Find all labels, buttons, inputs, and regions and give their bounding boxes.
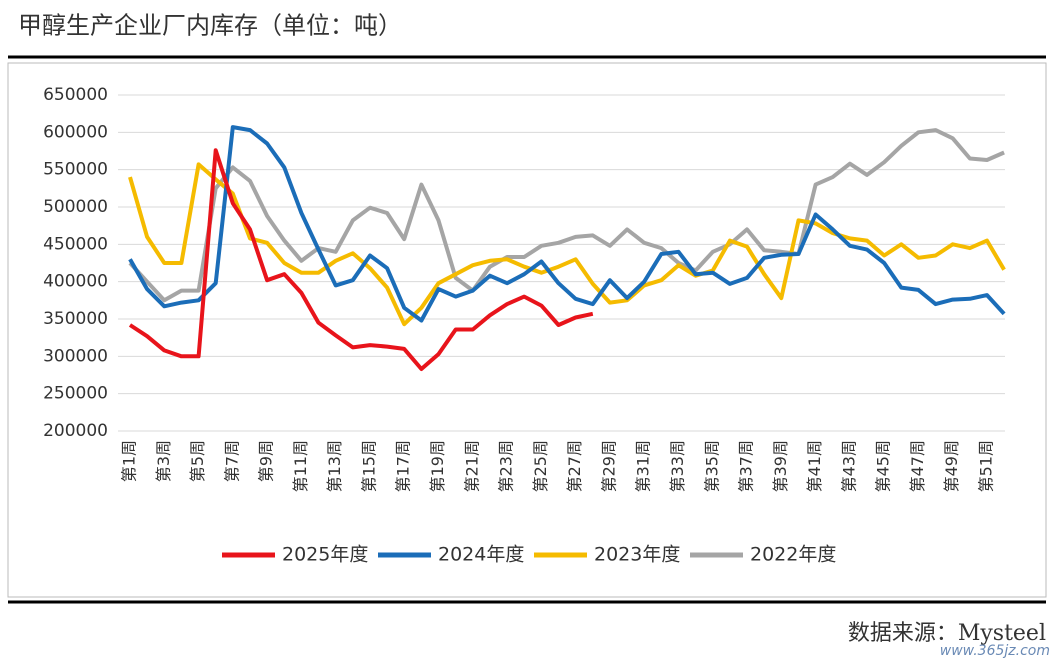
chart-title: 甲醇生产企业厂内库存（单位：吨） (18, 12, 402, 40)
x-tick-label: 第5周 (188, 440, 207, 482)
x-tick-label: 第33周 (668, 440, 687, 492)
legend-label: 2025年度 (282, 544, 368, 566)
y-tick-label: 200000 (43, 421, 108, 441)
x-tick-label: 第47周 (908, 440, 927, 492)
y-tick-label: 250000 (43, 384, 108, 404)
legend-label: 2024年度 (438, 544, 524, 566)
y-tick-label: 500000 (43, 197, 108, 217)
x-tick-label: 第23周 (497, 440, 516, 492)
watermark: www.365jz.com (940, 643, 1050, 659)
x-tick-label: 第17周 (394, 440, 413, 492)
y-tick-label: 600000 (43, 122, 108, 142)
legend-label: 2022年度 (750, 544, 836, 566)
x-tick-label: 第37周 (737, 440, 756, 492)
x-tick-label: 第9周 (257, 440, 276, 482)
x-tick-label: 第51周 (977, 440, 996, 492)
series-line (128, 125, 1006, 323)
legend-label: 2023年度 (594, 544, 680, 566)
chart-frame (7, 62, 1047, 598)
x-tick-label: 第25周 (531, 440, 550, 492)
series-line (128, 128, 1005, 303)
y-tick-label: 550000 (43, 160, 108, 180)
series-line (128, 148, 594, 371)
x-tick-label: 第41周 (805, 440, 824, 492)
x-tick-label: 第13周 (325, 440, 344, 492)
x-tick-label: 第21周 (462, 440, 481, 492)
y-tick-label: 650000 (43, 85, 108, 105)
y-tick-label: 450000 (43, 234, 108, 254)
x-tick-label: 第7周 (222, 440, 241, 482)
y-tick-label: 300000 (43, 346, 108, 366)
source: 数据来源：Mysteel (848, 621, 1046, 646)
series-line (128, 162, 1006, 327)
x-tick-label: 第45周 (874, 440, 893, 492)
x-tick-label: 第29周 (599, 440, 618, 492)
x-tick-label: 第1周 (120, 440, 139, 482)
x-tick-label: 第15周 (359, 440, 378, 492)
x-tick-label: 第49周 (942, 440, 961, 492)
y-tick-label: 350000 (43, 309, 108, 329)
x-tick-label: 第35周 (702, 440, 721, 492)
x-tick-label: 第19周 (428, 440, 447, 492)
y-tick-label: 400000 (43, 272, 108, 292)
x-tick-label: 第27周 (565, 440, 584, 492)
x-tick-label: 第3周 (154, 440, 173, 482)
x-tick-label: 第31周 (634, 440, 653, 492)
x-tick-label: 第11周 (291, 440, 310, 492)
x-tick-label: 第39周 (771, 440, 790, 492)
x-tick-label: 第43周 (839, 440, 858, 492)
